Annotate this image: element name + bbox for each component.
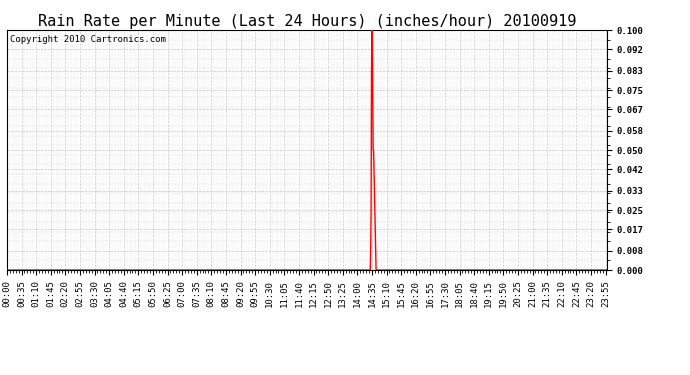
Title: Rain Rate per Minute (Last 24 Hours) (inches/hour) 20100919: Rain Rate per Minute (Last 24 Hours) (in… [38, 14, 576, 29]
Text: Copyright 2010 Cartronics.com: Copyright 2010 Cartronics.com [10, 35, 166, 44]
